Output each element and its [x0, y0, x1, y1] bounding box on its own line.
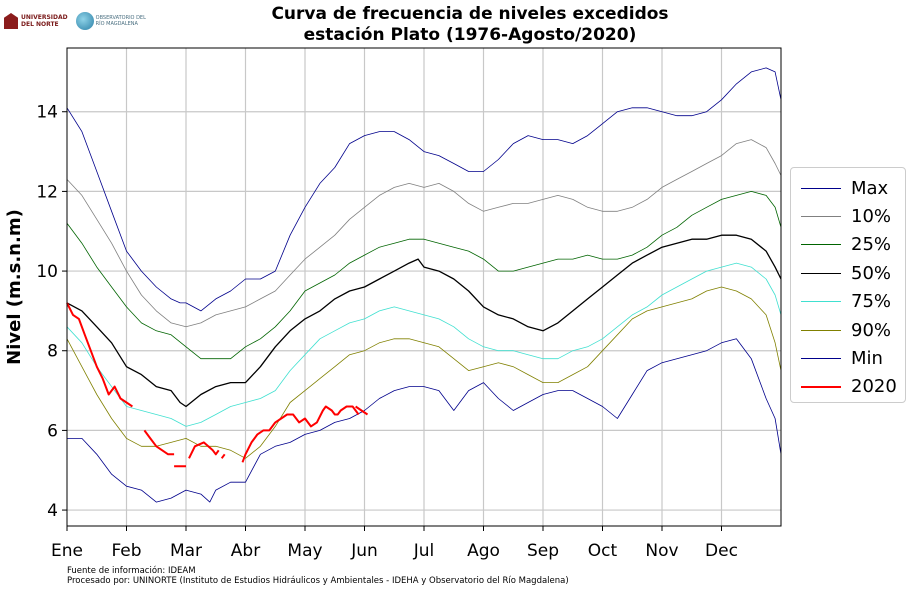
x-tick-label: May — [287, 541, 322, 561]
x-tick-label: Mar — [170, 541, 202, 561]
series-line-max — [66, 67, 782, 312]
chart-title-line2: estación Plato (1976-Agosto/2020) — [303, 25, 637, 45]
y-tick-label: 12 — [36, 182, 58, 202]
footer-processed: Procesado por: UNINORTE (Instituto de Es… — [67, 576, 569, 586]
x-tick-label: Abr — [231, 541, 260, 561]
x-tick-label: Sep — [527, 541, 559, 561]
legend-label: Min — [851, 347, 883, 369]
series-line-75pct — [66, 262, 782, 427]
y-tick-label: 14 — [36, 103, 58, 123]
series-line-90pct — [66, 286, 782, 459]
legend-label: 75% — [851, 291, 892, 313]
legend-swatch — [801, 385, 841, 388]
x-tick-label: Feb — [111, 541, 141, 561]
x-tick-label: Nov — [645, 541, 678, 561]
x-tick-label: Oct — [588, 541, 618, 561]
x-tick-label: Ene — [51, 541, 83, 561]
legend-item: 90% — [791, 316, 905, 344]
legend-item: 75% — [791, 288, 905, 316]
legend-item: 50% — [791, 259, 905, 287]
uninorte-logo-line2: DEL NORTE — [21, 21, 59, 28]
y-tick-label: 10 — [36, 262, 58, 282]
legend-label: 10% — [851, 205, 892, 227]
legend-swatch — [801, 215, 841, 217]
x-tick-label: Ago — [467, 541, 500, 561]
observatorio-logo: OBSERVATORIO DEL RÍO MAGDALENA — [75, 12, 146, 30]
footer-source: Fuente de información: IDEAM — [67, 566, 196, 576]
legend-label: 2020 — [851, 376, 897, 398]
series-line-min — [67, 338, 782, 503]
legend: Max 10% 25% 50% 75% 90% Min 2020 — [790, 167, 906, 403]
chart-title-line1: Curva de frecuencia de niveles excedidos — [271, 4, 669, 24]
legend-label: Max — [851, 177, 889, 199]
legend-label: 90% — [851, 319, 892, 341]
legend-swatch — [801, 187, 841, 189]
observatorio-emblem-icon — [75, 12, 94, 30]
legend-label: 25% — [851, 234, 892, 256]
y-axis-label: Nivel (m.s.n.m) — [4, 209, 25, 365]
observatorio-logo-line1: OBSERVATORIO DEL — [95, 15, 146, 21]
series-line-10pct — [66, 139, 782, 328]
legend-swatch — [801, 357, 841, 359]
series-line-25pct — [66, 191, 782, 360]
legend-label: 50% — [851, 262, 892, 284]
y-tick-label: 8 — [47, 342, 58, 362]
legend-item: 10% — [791, 202, 905, 230]
legend-item: Max — [791, 174, 905, 202]
legend-swatch — [801, 244, 841, 246]
footer: Fuente de información: IDEAM Procesado p… — [67, 566, 569, 586]
y-tick-label: 4 — [47, 501, 58, 521]
legend-item: 2020 — [791, 373, 905, 401]
series-layer — [66, 67, 782, 503]
observatorio-logo-line2: RÍO MAGDALENA — [95, 21, 138, 27]
uninorte-logo: UNIVERSIDAD DEL NORTE — [4, 13, 68, 29]
x-tick-label: Dec — [705, 541, 738, 561]
legend-swatch — [801, 301, 841, 303]
x-tick-label: Jul — [413, 541, 435, 561]
chart-title: Curva de frecuencia de niveles excedidos… — [150, 4, 790, 46]
legend-swatch — [801, 329, 841, 331]
legend-item: Min — [791, 344, 905, 372]
uninorte-logo-line1: UNIVERSIDAD — [21, 14, 68, 21]
x-tick-label: Jun — [350, 541, 378, 561]
uninorte-crest-icon — [4, 13, 18, 29]
legend-swatch — [801, 272, 841, 274]
series-line-2020 — [66, 302, 369, 468]
series-line-50pct — [66, 234, 782, 408]
legend-item: 25% — [791, 231, 905, 259]
logos: UNIVERSIDAD DEL NORTE OBSERVATORIO DEL R… — [4, 8, 146, 34]
axis-ticks: 4 6 8 10 12 14 Ene Feb Mar Abr May Jun Jul Ago Sep Oct N… — [36, 103, 738, 561]
y-tick-label: 6 — [47, 421, 58, 441]
